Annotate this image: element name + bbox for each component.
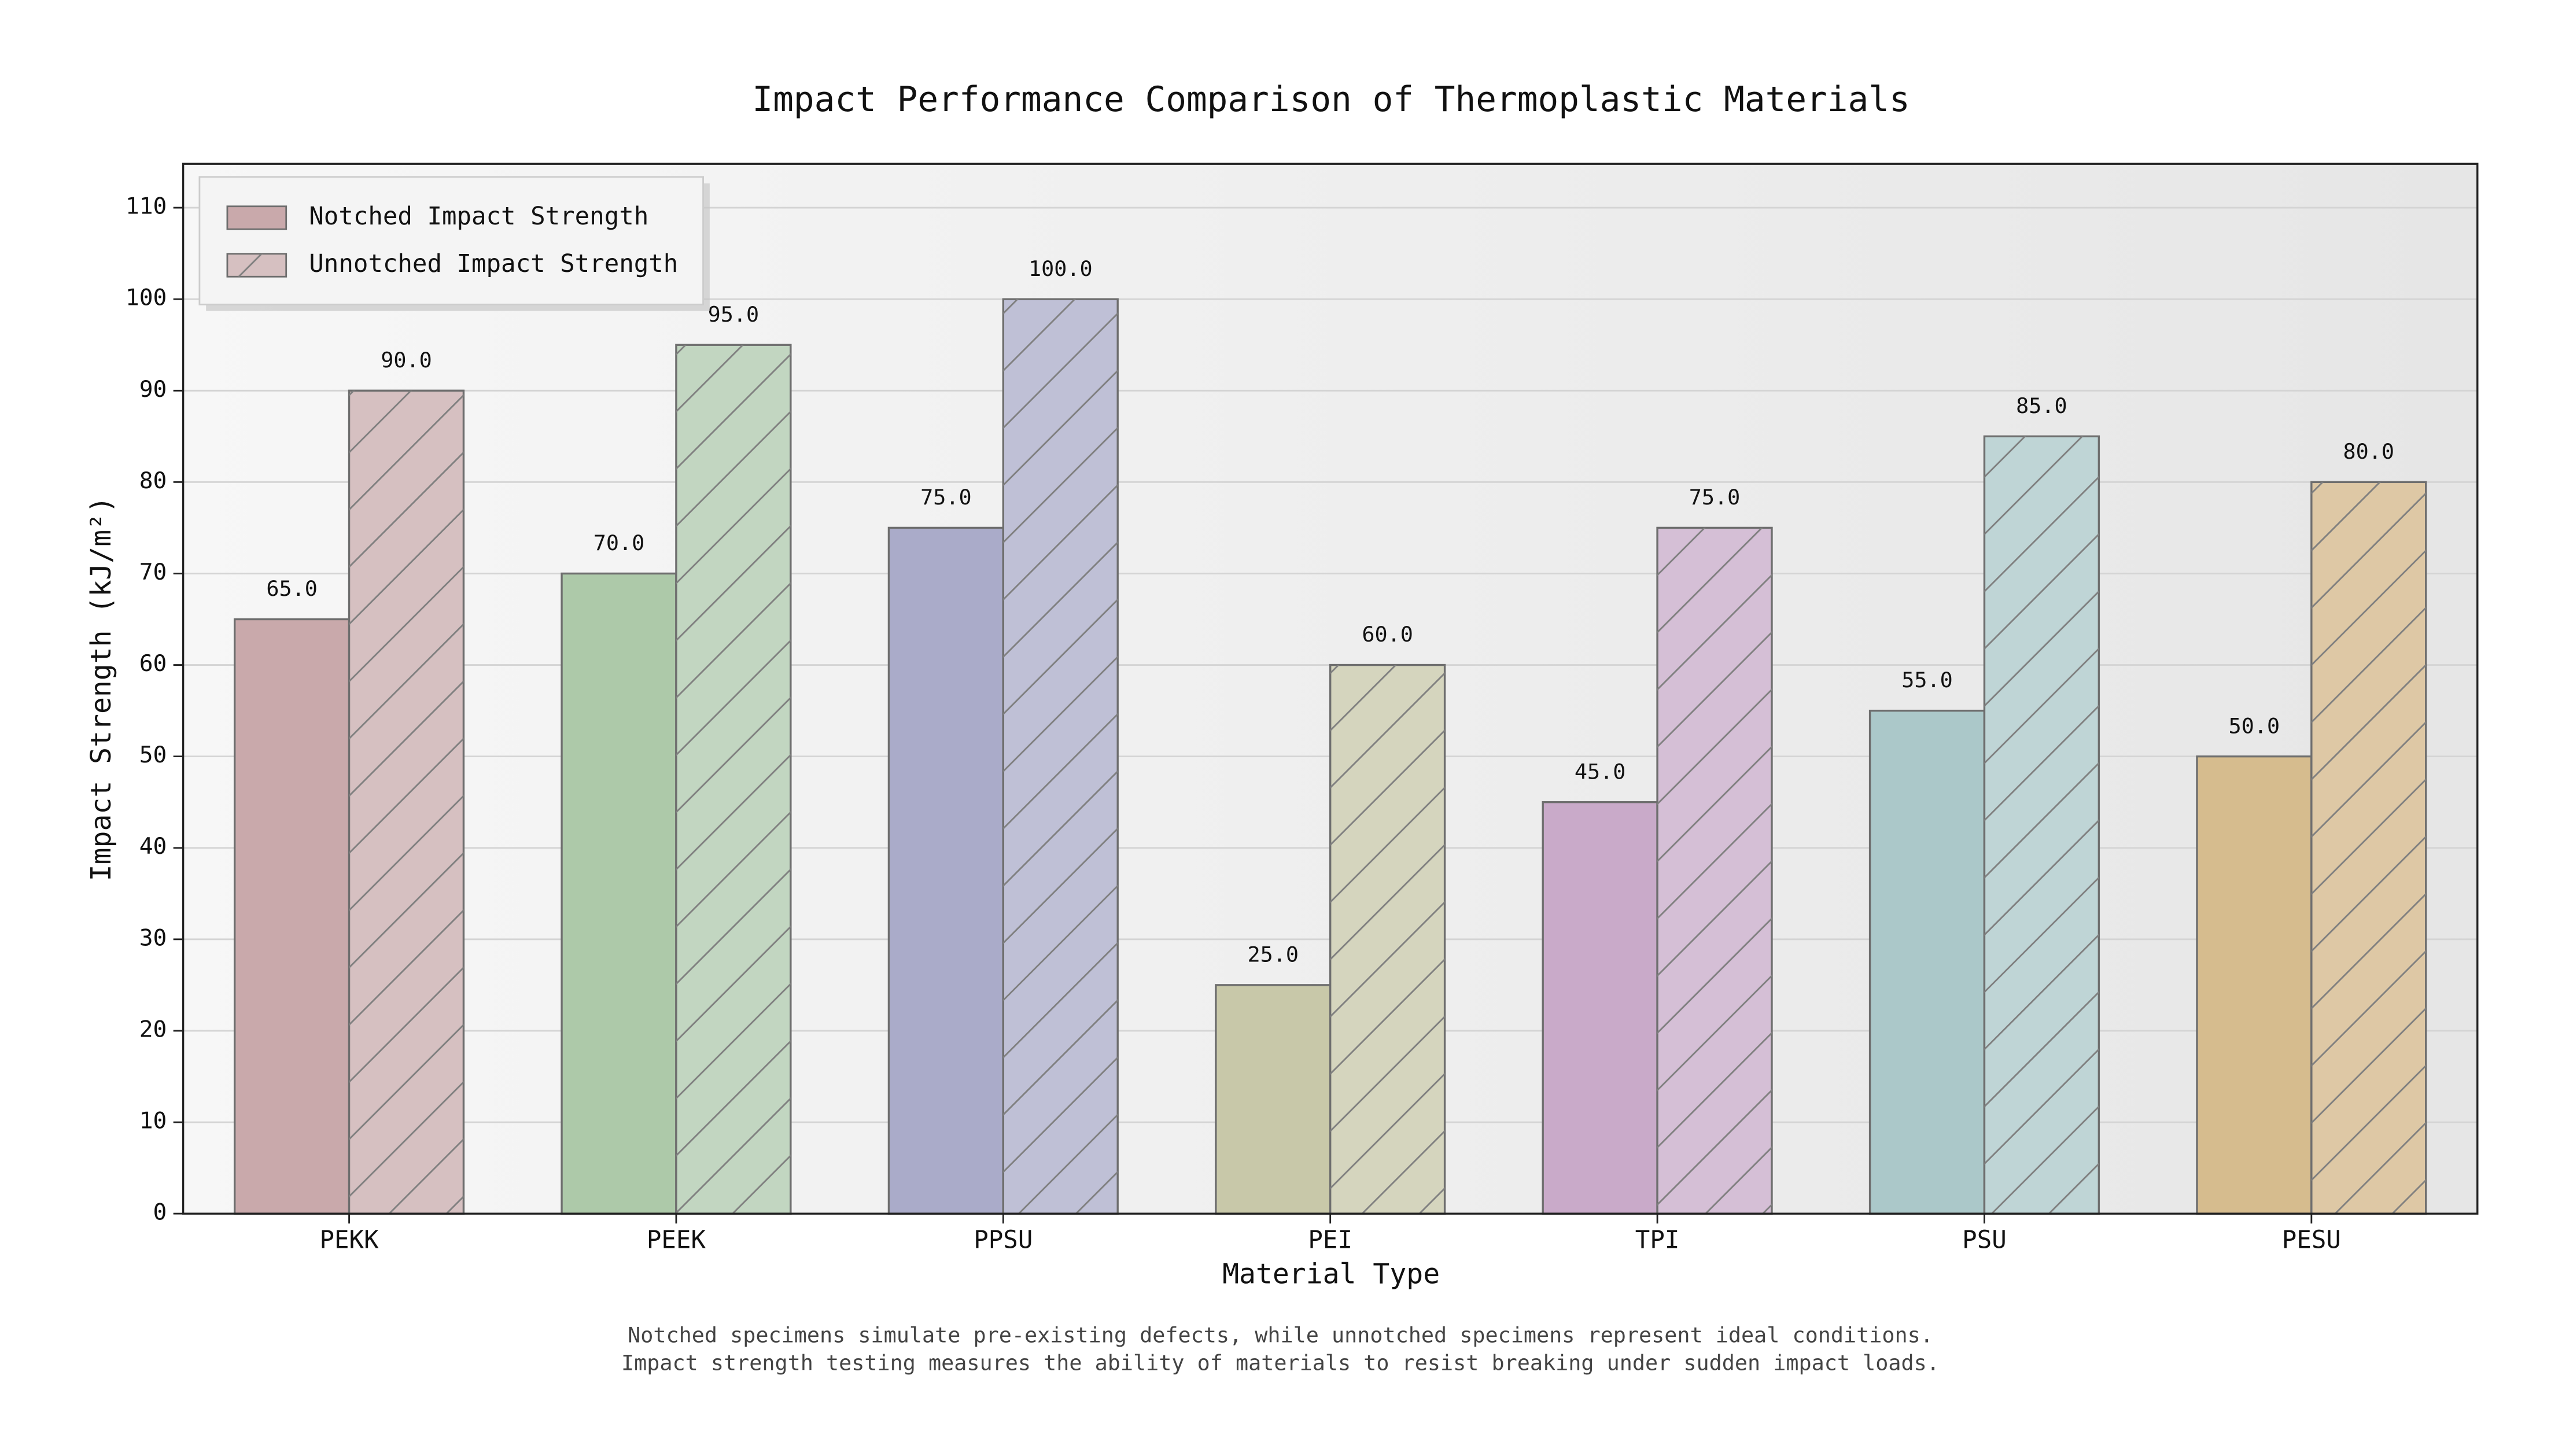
- bar: [2196, 755, 2313, 1215]
- chart-title: Impact Performance Comparison of Thermop…: [752, 79, 1909, 119]
- value-label: 100.0: [1028, 256, 1093, 281]
- y-tick-label: 30: [139, 924, 167, 951]
- x-tick-label: PPSU: [974, 1226, 1033, 1254]
- value-label: 75.0: [920, 485, 972, 510]
- footnote: Notched specimens simulate pre-existing …: [628, 1323, 1933, 1348]
- value-label: 85.0: [2016, 393, 2067, 418]
- bar: [1868, 709, 1986, 1215]
- bar-hatch: [1003, 299, 1118, 1214]
- legend-label: Unnotched Impact Strength: [309, 249, 678, 278]
- y-tick-label: 70: [139, 559, 167, 585]
- x-tick-label: PSU: [1962, 1226, 2007, 1254]
- y-tick-label: 60: [139, 650, 167, 677]
- bar: [1215, 984, 1332, 1215]
- y-tick-label: 10: [139, 1108, 167, 1134]
- value-label: 50.0: [2229, 713, 2280, 738]
- y-tick-label: 20: [139, 1016, 167, 1042]
- value-label: 80.0: [2343, 439, 2395, 464]
- legend-swatch-hatch: [227, 253, 286, 277]
- value-label: 70.0: [593, 530, 645, 555]
- value-label: 45.0: [1575, 759, 1626, 784]
- bar: [233, 618, 351, 1215]
- bar-hatch: [1330, 665, 1445, 1214]
- legend: Notched Impact Strength Unnotched Impact …: [198, 176, 710, 311]
- bar: [1542, 801, 1658, 1215]
- x-tick-label: PEEK: [647, 1226, 706, 1254]
- legend-box: [198, 176, 704, 305]
- y-tick-label: 80: [139, 467, 167, 494]
- bar: [887, 526, 1005, 1215]
- value-label: 25.0: [1248, 942, 1299, 967]
- value-label: 60.0: [1362, 622, 1413, 647]
- y-axis-label: Impact Strength (kJ/m²): [85, 496, 117, 881]
- x-tick-label: PEI: [1308, 1226, 1352, 1254]
- bar-hatch: [2311, 482, 2426, 1214]
- bar-hatch: [1657, 528, 1772, 1214]
- y-tick-label: 100: [126, 285, 167, 311]
- footnote: Impact strength testing measures the abi…: [621, 1351, 1940, 1376]
- bar-hatch: [1984, 436, 2099, 1214]
- x-axis-label: Material Type: [1222, 1258, 1440, 1291]
- y-tick-label: 40: [139, 833, 167, 860]
- legend-swatch: [226, 205, 287, 230]
- y-tick-label: 90: [139, 376, 167, 403]
- legend-label: Notched Impact Strength: [309, 202, 648, 230]
- value-label: 95.0: [708, 302, 760, 327]
- bar: [561, 572, 677, 1215]
- x-tick-label: TPI: [1635, 1226, 1680, 1254]
- y-tick-label: 110: [126, 193, 167, 220]
- bar-hatch: [349, 390, 464, 1214]
- bar-hatch: [676, 345, 791, 1214]
- value-label: 90.0: [381, 348, 432, 373]
- x-tick-label: PEKK: [320, 1226, 379, 1254]
- x-tick-label: PESU: [2282, 1226, 2341, 1254]
- value-label: 55.0: [1901, 668, 1953, 692]
- y-tick-label: 50: [139, 742, 167, 768]
- y-tick-label: 0: [153, 1199, 167, 1226]
- value-label: 65.0: [266, 576, 318, 601]
- value-label: 75.0: [1689, 485, 1741, 510]
